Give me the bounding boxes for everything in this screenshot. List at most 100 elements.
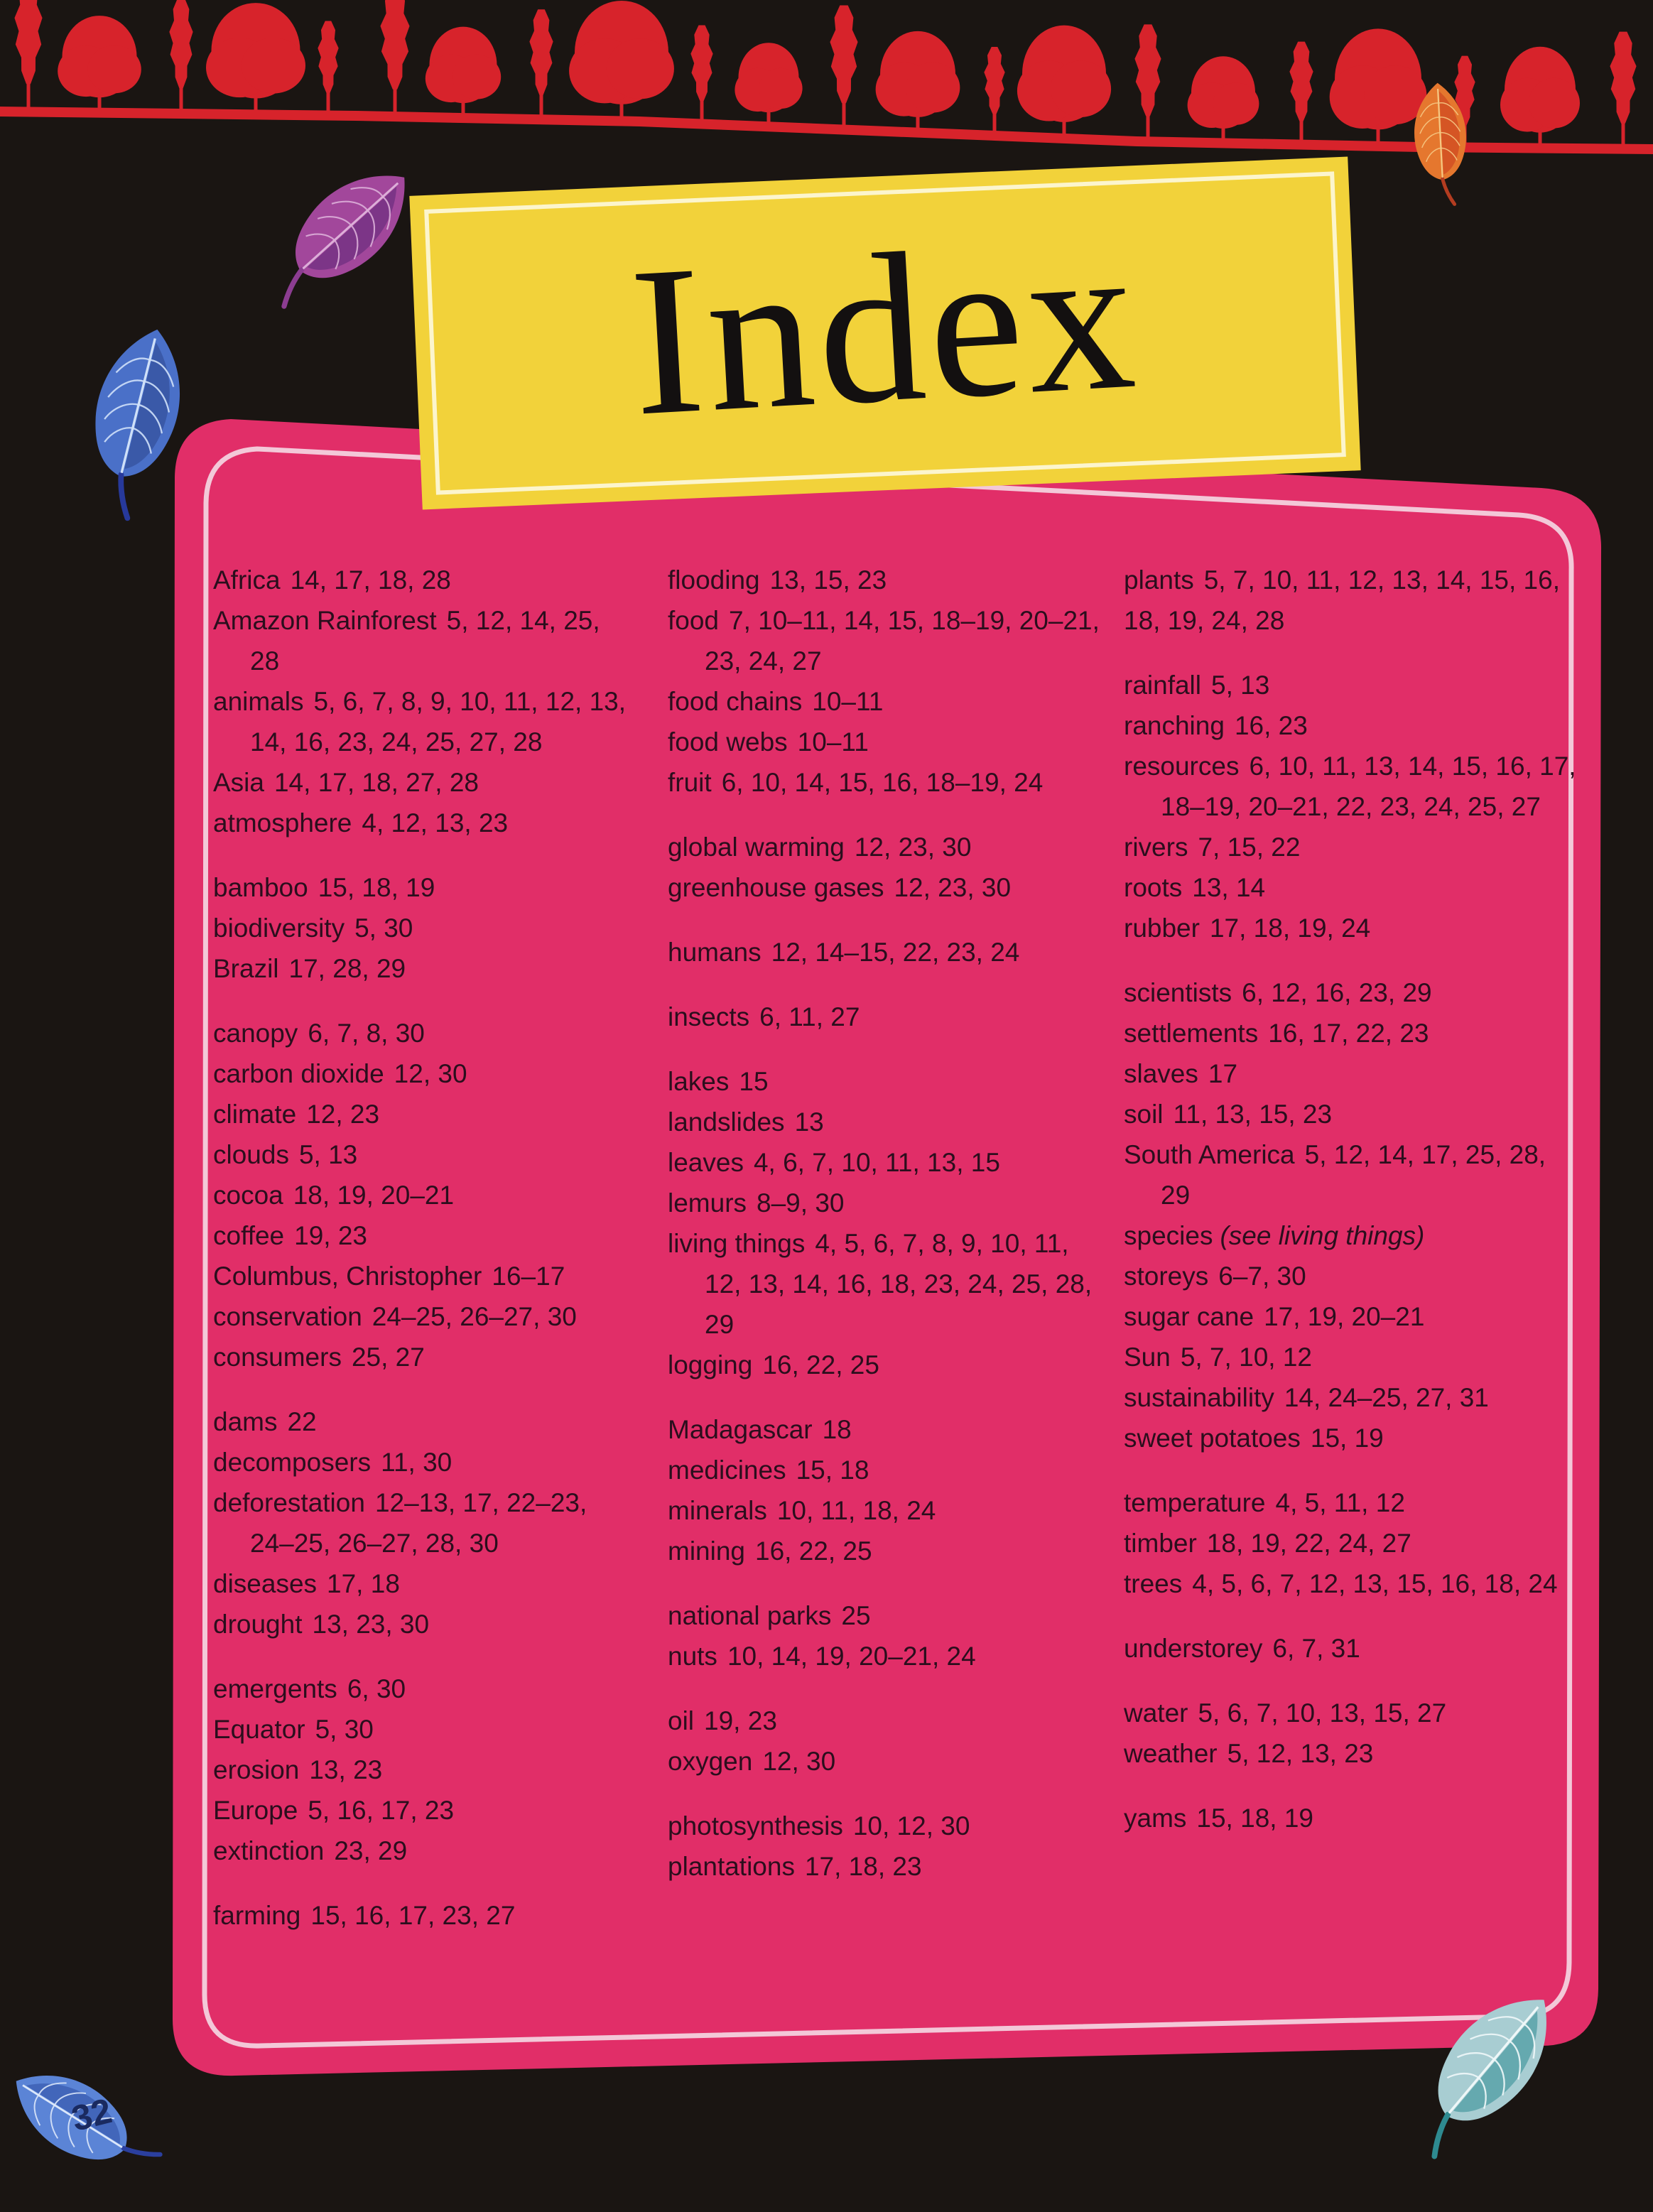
index-group: Africa 14, 17, 18, 28 Amazon Rainforest 5, … [213, 560, 636, 843]
index-cross-reference: (see living things) [1220, 1221, 1425, 1250]
index-entry: clouds 5, 13 [213, 1134, 636, 1175]
index-term: leaves [668, 1148, 744, 1177]
index-group: farming 15, 16, 17, 23, 27 [213, 1895, 636, 1936]
index-group: rainfall 5, 13 ranching 16, 23 resources 6, 1… [1124, 665, 1582, 948]
index-entry: extinction 23, 29 [213, 1831, 636, 1871]
index-entry: atmosphere 4, 12, 13, 23 [213, 803, 636, 843]
index-column-3: plants 5, 7, 10, 11, 12, 13, 14, 15, 16, … [1124, 560, 1582, 1863]
index-page-refs: 16, 17, 22, 23 [1268, 1019, 1429, 1048]
index-group: oil 19, 23 oxygen 12, 30 [668, 1701, 1102, 1782]
index-group: national parks 25 nuts 10, 14, 19, 20–21, 2… [668, 1595, 1102, 1676]
index-term: storeys [1124, 1262, 1209, 1291]
index-term: humans [668, 938, 762, 967]
index-term: carbon dioxide [213, 1059, 384, 1088]
index-page-refs: 13 [794, 1107, 824, 1137]
index-page-refs: 19, 23 [704, 1706, 777, 1735]
index-entry: rubber 17, 18, 19, 24 [1124, 908, 1582, 948]
index-page-refs: 12–13, 17, 22–23, 24–25, 26–27, 28, 30 [250, 1488, 587, 1558]
index-group: dams 22 decomposers 11, 30 deforestation 12–1… [213, 1402, 636, 1644]
index-page-refs: 6–7, 30 [1218, 1262, 1306, 1291]
index-group: global warming 12, 23, 30 greenhouse gases… [668, 827, 1102, 908]
index-page-refs: 15 [739, 1067, 769, 1096]
index-term: dams [213, 1407, 278, 1436]
index-term: global warming [668, 833, 845, 862]
index-page-refs: 10–11 [797, 727, 869, 757]
index-term: food chains [668, 687, 803, 716]
index-entry: settlements 16, 17, 22, 23 [1124, 1013, 1582, 1053]
index-entry: global warming 12, 23, 30 [668, 827, 1102, 867]
index-term: fruit [668, 768, 712, 797]
index-term: ranching [1124, 711, 1225, 740]
index-term: minerals [668, 1496, 767, 1525]
index-term: conservation [213, 1302, 362, 1331]
index-entry: yams 15, 18, 19 [1124, 1798, 1582, 1838]
index-page-refs: 10, 12, 30 [852, 1811, 970, 1840]
index-entry: scientists 6, 12, 16, 23, 29 [1124, 972, 1582, 1013]
index-page-refs: 10–11 [812, 687, 884, 716]
index-term: plantations [668, 1852, 795, 1881]
index-page-refs: 11, 30 [381, 1448, 452, 1477]
index-entry: plantations 17, 18, 23 [668, 1846, 1102, 1887]
index-entry: national parks 25 [668, 1595, 1102, 1636]
index-entry: consumers 25, 27 [213, 1337, 636, 1377]
index-entry: slaves 17 [1124, 1053, 1582, 1094]
index-term: cocoa [213, 1181, 283, 1210]
index-term: oxygen [668, 1747, 753, 1776]
index-group: yams 15, 18, 19 [1124, 1798, 1582, 1838]
index-page-refs: 6, 10, 14, 15, 16, 18–19, 24 [721, 768, 1044, 797]
index-term: decomposers [213, 1448, 372, 1477]
index-group: scientists 6, 12, 16, 23, 29 settlements 16… [1124, 972, 1582, 1458]
index-group: emergents 6, 30 Equator 5, 30 erosion 13, 23 E… [213, 1669, 636, 1871]
index-entry: Amazon Rainforest 5, 12, 14, 25, 28 [213, 600, 636, 681]
index-page-refs: 24–25, 26–27, 30 [372, 1302, 577, 1331]
index-entry: sweet potatoes 15, 19 [1124, 1418, 1582, 1458]
index-page-refs: 14, 24–25, 27, 31 [1284, 1383, 1489, 1412]
index-term: coffee [213, 1221, 285, 1250]
index-entry: sustainability 14, 24–25, 27, 31 [1124, 1377, 1582, 1418]
index-page-refs: 13, 14 [1192, 873, 1266, 902]
index-term: medicines [668, 1455, 786, 1485]
index-entry: species (see living things) [1124, 1215, 1582, 1256]
index-term: extinction [213, 1836, 325, 1865]
index-term: roots [1124, 873, 1183, 902]
index-entry: rainfall 5, 13 [1124, 665, 1582, 705]
index-term: sweet potatoes [1124, 1424, 1301, 1453]
index-term: nuts [668, 1642, 717, 1671]
index-term: settlements [1124, 1019, 1259, 1048]
index-entry: animals 5, 6, 7, 8, 9, 10, 11, 12, 13, 14… [213, 681, 636, 762]
index-entry: minerals 10, 11, 18, 24 [668, 1490, 1102, 1531]
index-page-refs: 16, 23 [1234, 711, 1308, 740]
index-page-refs: 7, 15, 22 [1198, 833, 1301, 862]
index-term: timber [1124, 1529, 1197, 1558]
index-entry: climate 12, 23 [213, 1094, 636, 1134]
index-page-refs: 10, 14, 19, 20–21, 24 [727, 1642, 976, 1671]
index-entry: Europe 5, 16, 17, 23 [213, 1790, 636, 1831]
index-page-refs: 17, 18, 19, 24 [1209, 913, 1371, 943]
index-term: trees [1124, 1569, 1183, 1598]
index-entry: Madagascar 18 [668, 1409, 1102, 1450]
index-group: photosynthesis 10, 12, 30 plantations 17, 1… [668, 1806, 1102, 1887]
index-page-refs: 13, 15, 23 [769, 565, 887, 595]
index-term: insects [668, 1002, 750, 1031]
title-banner: Index [409, 156, 1361, 510]
index-entry: greenhouse gases 12, 23, 30 [668, 867, 1102, 908]
index-term: soil [1124, 1100, 1164, 1129]
index-entry: dams 22 [213, 1402, 636, 1442]
index-page-refs: 12, 23 [306, 1100, 380, 1129]
index-entry: weather 5, 12, 13, 23 [1124, 1733, 1582, 1774]
index-page-refs: 6, 12, 16, 23, 29 [1242, 978, 1432, 1007]
index-entry: biodiversity 5, 30 [213, 908, 636, 948]
index-entry: oil 19, 23 [668, 1701, 1102, 1741]
index-page-refs: 16, 22, 25 [762, 1350, 879, 1379]
index-page-refs: 4, 6, 7, 10, 11, 13, 15 [753, 1148, 1000, 1177]
index-group: water 5, 6, 7, 10, 13, 15, 27 weather 5, 12… [1124, 1693, 1582, 1774]
index-page-refs: 5, 16, 17, 23 [308, 1796, 455, 1825]
index-page-refs: 5, 30 [315, 1715, 374, 1744]
index-entry: medicines 15, 18 [668, 1450, 1102, 1490]
index-page-refs: 15, 18, 19 [1196, 1804, 1313, 1833]
index-entry: flooding 13, 15, 23 [668, 560, 1102, 600]
index-term: Brazil [213, 954, 279, 983]
index-entry: storeys 6–7, 30 [1124, 1256, 1582, 1296]
index-entry: food chains 10–11 [668, 681, 1102, 722]
index-entry: Africa 14, 17, 18, 28 [213, 560, 636, 600]
